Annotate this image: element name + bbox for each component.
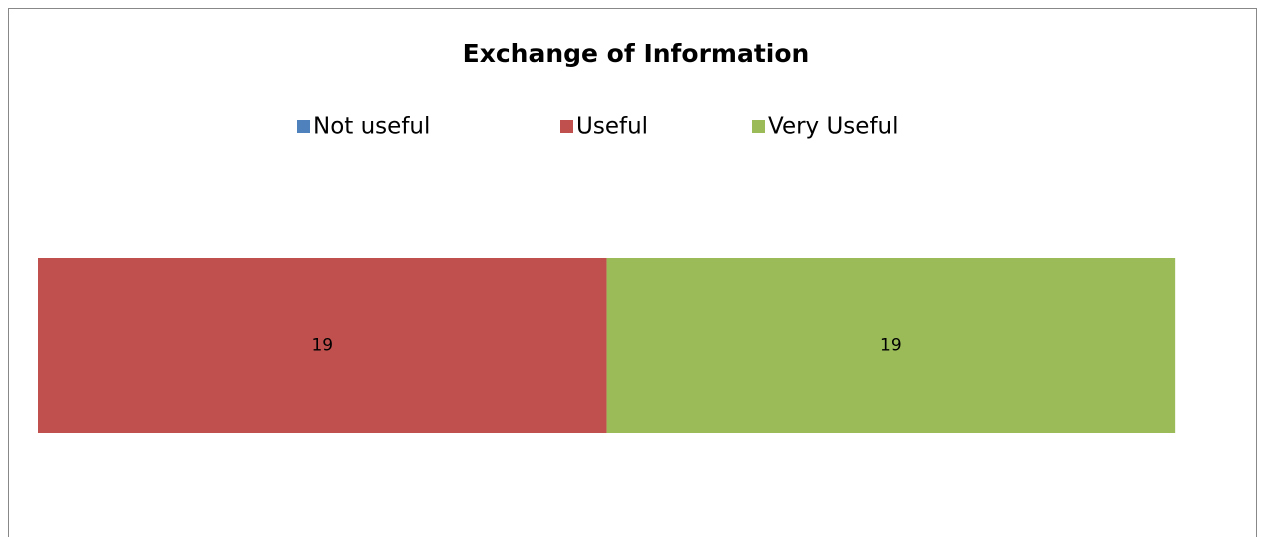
data-label: 19 <box>311 336 333 356</box>
legend-swatch <box>752 120 765 133</box>
legend-label: Useful <box>576 114 648 140</box>
data-label: 19 <box>880 336 902 356</box>
legend-swatch <box>560 120 573 133</box>
bar-segment <box>606 258 1176 433</box>
legend-swatch <box>297 120 310 133</box>
bar-segment <box>38 258 607 433</box>
legend-label: Not useful <box>313 114 430 140</box>
legend-label: Very Useful <box>768 114 899 140</box>
chart-title: Exchange of Information <box>463 39 810 68</box>
